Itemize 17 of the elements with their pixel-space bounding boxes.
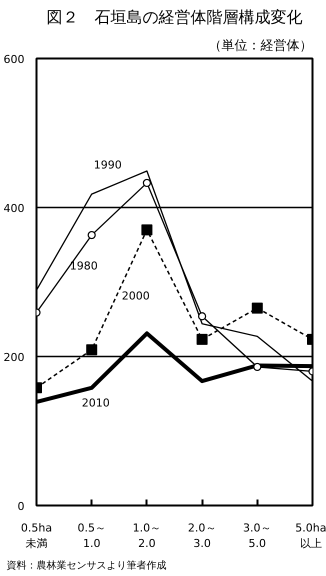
x-tick-label: 2.0～ 3.0 bbox=[188, 522, 216, 550]
y-tick-label: 0 bbox=[18, 500, 24, 513]
series-label: 1980 bbox=[70, 260, 98, 273]
y-tick-label: 600 bbox=[4, 53, 25, 66]
chart-subtitle: （単位：経営体） bbox=[208, 38, 312, 54]
x-tick-label: 3.0～ 5.0 bbox=[243, 522, 272, 550]
x-tick-label: 0.5～ 1.0 bbox=[77, 522, 106, 550]
x-tick-label: 0.5ha 未満 bbox=[20, 522, 52, 550]
series-label: 2010 bbox=[82, 396, 110, 410]
text: 資料：農林業センサスより筆者作成 bbox=[6, 560, 166, 572]
series-label: 2000 bbox=[122, 289, 150, 302]
x-tick-label: 5.0ha 以上 bbox=[295, 522, 326, 550]
x-tick-label: 1.0～ 2.0 bbox=[132, 522, 162, 550]
chart-title: 図２ 石垣島の経営体階層構成変化 bbox=[46, 8, 302, 26]
y-tick-label: 400 bbox=[4, 202, 25, 215]
y-tick-label: 200 bbox=[4, 351, 25, 364]
series-label: 1990 bbox=[94, 158, 122, 172]
